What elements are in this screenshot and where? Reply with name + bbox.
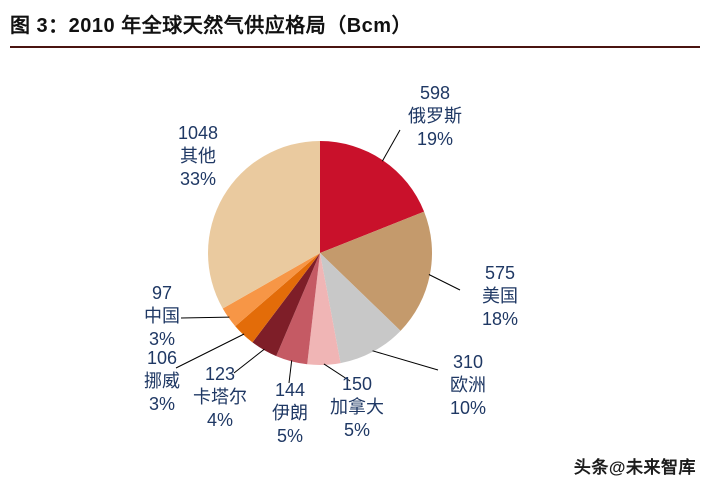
label-qatar: 123 卡塔尔 4% bbox=[186, 363, 254, 432]
pie-slice-3 bbox=[307, 253, 341, 365]
label-iran-pct: 5% bbox=[276, 426, 303, 446]
label-europe: 310 欧洲 10% bbox=[428, 351, 508, 420]
pie-slice-4 bbox=[276, 253, 320, 365]
label-canada-pct: 5% bbox=[343, 420, 370, 440]
leader-line-0 bbox=[381, 129, 401, 162]
leader-line-3 bbox=[323, 363, 351, 382]
label-russia-name: 俄罗斯 bbox=[408, 106, 462, 126]
watermark: 头条@未来智库 bbox=[573, 458, 696, 477]
figure-title: 图 3：2010 年全球天然气供应格局（Bcm） bbox=[10, 14, 413, 37]
label-russia-pct: 19% bbox=[416, 129, 454, 149]
label-usa-name: 美国 bbox=[482, 286, 518, 306]
label-norway-value: 106 bbox=[146, 348, 178, 368]
leader-line-5 bbox=[233, 348, 265, 374]
label-qatar-name: 卡塔尔 bbox=[193, 387, 247, 407]
label-europe-pct: 10% bbox=[449, 398, 487, 418]
label-iran-name: 伊朗 bbox=[272, 403, 308, 423]
label-norway-pct: 3% bbox=[148, 394, 175, 414]
pie-slice-6 bbox=[235, 253, 320, 343]
pie-slice-2 bbox=[320, 253, 401, 364]
label-canada-name: 加拿大 bbox=[330, 397, 384, 417]
label-other-value: 1048 bbox=[177, 123, 219, 143]
label-china-pct: 3% bbox=[148, 329, 175, 349]
label-russia-value: 598 bbox=[419, 83, 451, 103]
label-china-name: 中国 bbox=[144, 306, 180, 326]
leader-line-2 bbox=[372, 350, 439, 371]
label-qatar-value: 123 bbox=[204, 364, 236, 384]
label-other-name: 其他 bbox=[180, 146, 216, 166]
label-other: 1048 其他 33% bbox=[158, 122, 238, 191]
label-europe-value: 310 bbox=[452, 352, 484, 372]
label-iran-value: 144 bbox=[274, 380, 306, 400]
figure-header: 图 3：2010 年全球天然气供应格局（Bcm） bbox=[10, 0, 700, 48]
label-canada: 150 加拿大 5% bbox=[321, 373, 393, 442]
leader-line-7 bbox=[180, 316, 230, 319]
label-other-pct: 33% bbox=[179, 169, 217, 189]
pie-svg bbox=[175, 129, 461, 384]
pie-slice-7 bbox=[222, 253, 320, 327]
pie-slice-8 bbox=[208, 141, 320, 309]
leader-line-4 bbox=[288, 360, 293, 384]
pie-slice-1 bbox=[320, 211, 433, 331]
label-qatar-pct: 4% bbox=[206, 410, 233, 430]
label-iran: 144 伊朗 5% bbox=[258, 379, 322, 448]
label-usa: 575 美国 18% bbox=[460, 262, 540, 331]
label-usa-pct: 18% bbox=[481, 309, 519, 329]
label-russia: 598 俄罗斯 19% bbox=[392, 82, 478, 151]
label-china-value: 97 bbox=[151, 283, 173, 303]
leader-line-1 bbox=[428, 274, 461, 291]
pie-chart: 598 俄罗斯 19% 1048 其他 33% 575 美国 18% 310 欧… bbox=[0, 46, 708, 488]
label-china: 97 中国 3% bbox=[134, 282, 190, 351]
label-europe-name: 欧洲 bbox=[450, 375, 486, 395]
label-norway-name: 挪威 bbox=[144, 371, 180, 391]
pie-slice-5 bbox=[252, 253, 320, 357]
label-norway: 106 挪威 3% bbox=[134, 347, 190, 416]
pie-slice-0 bbox=[320, 141, 425, 253]
label-canada-value: 150 bbox=[341, 374, 373, 394]
label-usa-value: 575 bbox=[484, 263, 516, 283]
leader-line-6 bbox=[175, 333, 245, 369]
